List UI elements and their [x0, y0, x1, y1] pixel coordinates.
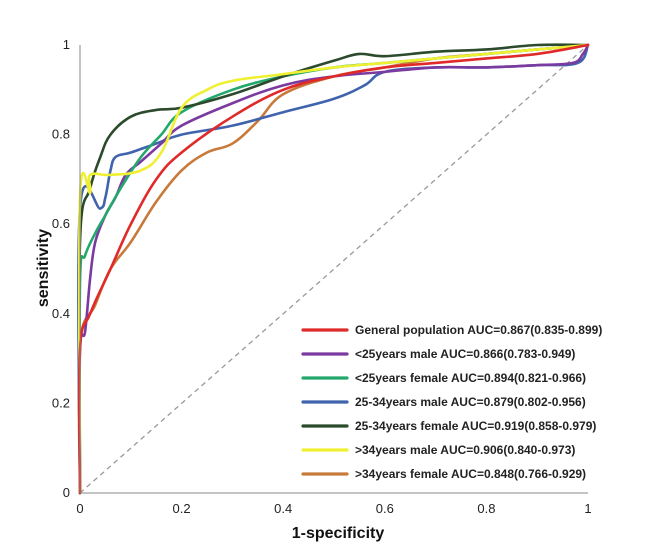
legend-label: 25-34years female AUC=0.919(0.858-0.979) [355, 419, 596, 433]
y-tick-label: 0.8 [52, 127, 70, 142]
x-axis-title: 1-specificity [292, 525, 385, 542]
ticks-layer: 0 0.2 0.4 0.6 0.8 1 0 0.2 0.4 0.6 0.8 1 [52, 37, 592, 516]
y-tick-label: 0 [63, 485, 70, 500]
y-tick-label: 1 [63, 37, 70, 52]
x-tick-label: 1 [584, 501, 591, 516]
legend-label: >34years female AUC=0.848(0.766-0.929) [355, 467, 586, 481]
roc-series-line-0 [77, 43, 590, 495]
x-tick-label: 0.4 [274, 501, 292, 516]
x-tick-label: 0 [76, 501, 83, 516]
legend: General population AUC=0.867(0.835-0.899… [301, 323, 602, 481]
y-tick-label: 0.2 [52, 395, 70, 410]
y-axis-title: sensitivity [35, 229, 52, 307]
x-tick-label: 0.8 [477, 501, 495, 516]
axes-layer [79, 45, 588, 494]
x-tick-label: 0.2 [173, 501, 191, 516]
legend-label: General population AUC=0.867(0.835-0.899… [355, 323, 602, 337]
reference-diagonal [79, 44, 589, 494]
y-tick-label: 0.6 [52, 216, 70, 231]
legend-label: <25years male AUC=0.866(0.783-0.949) [355, 347, 575, 361]
legend-label: 25-34years male AUC=0.879(0.802-0.956) [355, 395, 586, 409]
x-tick-label: 0.6 [376, 501, 394, 516]
reference-layer [79, 44, 589, 494]
y-tick-label: 0.4 [52, 306, 70, 321]
roc-series-line-5 [77, 43, 590, 495]
legend-label: >34years male AUC=0.906(0.840-0.973) [355, 443, 575, 457]
series-layer [77, 43, 590, 495]
legend-label: <25years female AUC=0.894(0.821-0.966) [355, 371, 586, 385]
roc-series-line-1 [78, 43, 590, 495]
